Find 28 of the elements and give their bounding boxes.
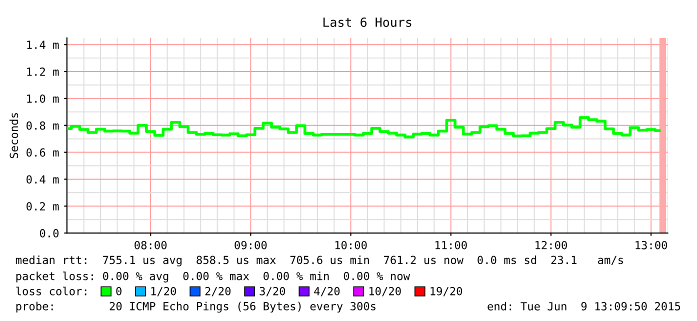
y-tick-label: 0.8 m <box>26 121 59 130</box>
x-tick-label: 08:00 <box>134 240 167 250</box>
legend-label: 10/20 <box>369 286 401 296</box>
legend-label: 0 <box>116 286 122 296</box>
x-tick-label: 11:00 <box>435 240 467 250</box>
legend-label: 2/20 <box>205 286 231 296</box>
legend-label: 4/20 <box>314 286 340 296</box>
y-tick-label: 0.6 m <box>26 148 59 157</box>
x-tick-label: 13:00 <box>636 240 668 250</box>
x-tick-label: 09:00 <box>234 240 267 250</box>
y-tick-label: 1.2 m <box>27 68 59 76</box>
legend-label: 19/20 <box>430 286 462 296</box>
legend-label: 1/20 <box>151 286 176 296</box>
text: probe: 20 ICMP Echo Pings (56 Bytes) every 300s <box>16 302 376 313</box>
legend-title: loss color: <box>16 286 86 296</box>
y-tick-label: 0.0 <box>40 229 59 238</box>
text: median rtt: 755.1 us avg 858.5 us max 705.6 us min 761.2 us now 0.0 ms sd 23.1 am/s <box>16 256 623 266</box>
y-tick-label: 1.4 m <box>27 40 59 49</box>
text: end: Tue Jun 9 13:09:50 2015 <box>488 302 680 310</box>
x-tick-label: 12:00 <box>536 240 567 250</box>
legend-label: 3/20 <box>260 286 286 296</box>
x-tick-label: 10:00 <box>335 240 367 250</box>
text: packet loss: 0.00 % avg 0.00 % max 0.00 % min 0.00 % now <box>16 272 410 282</box>
y-tick-label: 0.2 m <box>26 202 59 211</box>
y-tick-label: 1.0 m <box>27 94 59 103</box>
chart-title: Last 6 Hours <box>323 17 412 27</box>
y-tick-label: 0.4 m <box>26 175 59 184</box>
y-axis-title: Seconds <box>10 113 18 158</box>
